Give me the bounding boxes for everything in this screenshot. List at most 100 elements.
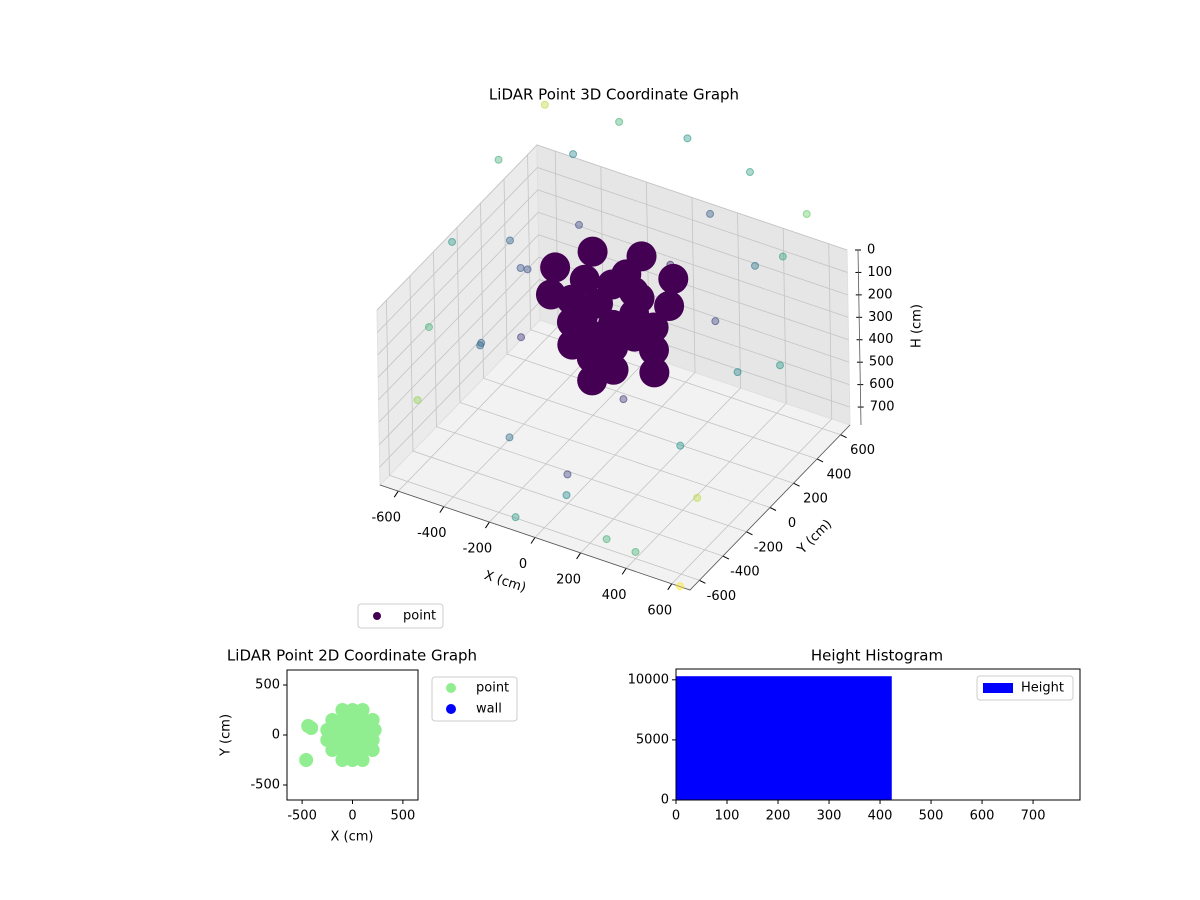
- y-tick: [816, 458, 824, 463]
- x-tick-label: 0: [519, 557, 527, 572]
- point: [350, 723, 365, 737]
- x-tick: [439, 506, 445, 513]
- y-tick-label: 500: [255, 678, 280, 693]
- x-tick: [576, 552, 582, 560]
- y-tick-label: 0: [661, 793, 669, 808]
- grid-line: [377, 166, 848, 333]
- point: [330, 723, 345, 737]
- point: [540, 100, 549, 109]
- y-tick-label: 200: [803, 492, 828, 507]
- grid-line: [376, 144, 848, 311]
- bar: [676, 676, 892, 800]
- y-axis-label: Y (cm): [219, 714, 234, 757]
- axis-line: [857, 249, 862, 426]
- point: [299, 753, 314, 767]
- point: [505, 236, 514, 245]
- y-tick-label: -600: [707, 589, 737, 604]
- grid-line: [409, 276, 724, 557]
- y-tick: [722, 555, 730, 560]
- point: [569, 150, 578, 159]
- x-tick-label: 400: [602, 588, 627, 603]
- x-tick-label: 100: [715, 809, 740, 824]
- point: [304, 721, 319, 735]
- legend-marker: [373, 612, 381, 620]
- grid-line: [671, 243, 833, 585]
- y-tick-label: 400: [827, 467, 852, 482]
- point: [639, 357, 670, 388]
- x-axis-label: X (cm): [331, 830, 374, 845]
- point: [574, 220, 583, 229]
- point: [562, 491, 571, 500]
- point: [345, 743, 360, 757]
- point: [654, 291, 685, 322]
- point: [693, 493, 702, 502]
- grid-line: [386, 300, 700, 581]
- point: [556, 284, 587, 315]
- point: [598, 332, 629, 363]
- point: [365, 743, 380, 757]
- point: [598, 354, 629, 385]
- point: [711, 317, 720, 326]
- point: [776, 361, 785, 370]
- point: [563, 470, 572, 479]
- x-tick: [484, 521, 490, 529]
- point: [556, 307, 587, 338]
- x-tick-label: -500: [287, 809, 317, 824]
- point: [345, 703, 360, 717]
- z-tick-label: 700: [870, 400, 895, 415]
- x-tick-label: -600: [371, 511, 401, 526]
- point: [365, 733, 380, 747]
- x-tick-label: 700: [1021, 809, 1046, 824]
- y-tick: [793, 482, 800, 487]
- z-tick-label: 100: [867, 265, 892, 280]
- point: [355, 743, 370, 757]
- x-tick-label: 500: [390, 809, 415, 824]
- y-tick-label: 10000: [628, 672, 669, 687]
- point: [802, 210, 811, 219]
- point: [557, 329, 588, 360]
- point: [615, 117, 624, 126]
- grid-line: [503, 178, 818, 460]
- legend-swatch: [983, 683, 1013, 693]
- point: [597, 309, 628, 340]
- y-tick: [840, 434, 847, 439]
- grid-line: [534, 197, 696, 538]
- y-tick: [699, 579, 706, 584]
- z-tick-label: 600: [869, 377, 894, 392]
- point: [335, 743, 350, 757]
- z-axis-label: H (cm): [910, 304, 925, 348]
- legend-box: [357, 603, 444, 629]
- point: [583, 288, 614, 319]
- x-tick: [667, 583, 673, 591]
- point: [618, 276, 649, 307]
- grid-line: [378, 234, 849, 401]
- point: [706, 209, 715, 218]
- grid-line: [378, 256, 850, 423]
- legend-marker: [446, 704, 456, 714]
- grid-line: [377, 211, 849, 378]
- point: [577, 236, 608, 267]
- x-tick: [621, 568, 627, 575]
- axis-line: [379, 424, 851, 591]
- grid-line: [527, 154, 841, 436]
- z-tick-label: 0: [867, 243, 875, 258]
- point: [448, 237, 457, 246]
- y-tick-label: 0: [272, 728, 280, 743]
- point: [413, 396, 422, 405]
- legend-marker: [446, 683, 456, 693]
- grid-line: [433, 251, 747, 533]
- legend-label: Height: [1021, 681, 1064, 696]
- x-tick-label: -200: [463, 542, 493, 557]
- point: [340, 723, 355, 737]
- x-tick-label: 200: [556, 572, 581, 587]
- grid-line: [379, 279, 850, 445]
- x-tick-label: 0: [348, 809, 356, 824]
- point: [778, 252, 787, 261]
- x-tick-label: 500: [919, 809, 944, 824]
- point: [345, 753, 360, 767]
- y-tick-label: 5000: [636, 732, 669, 747]
- x-tick-label: -400: [417, 526, 447, 541]
- grid-line: [580, 212, 741, 554]
